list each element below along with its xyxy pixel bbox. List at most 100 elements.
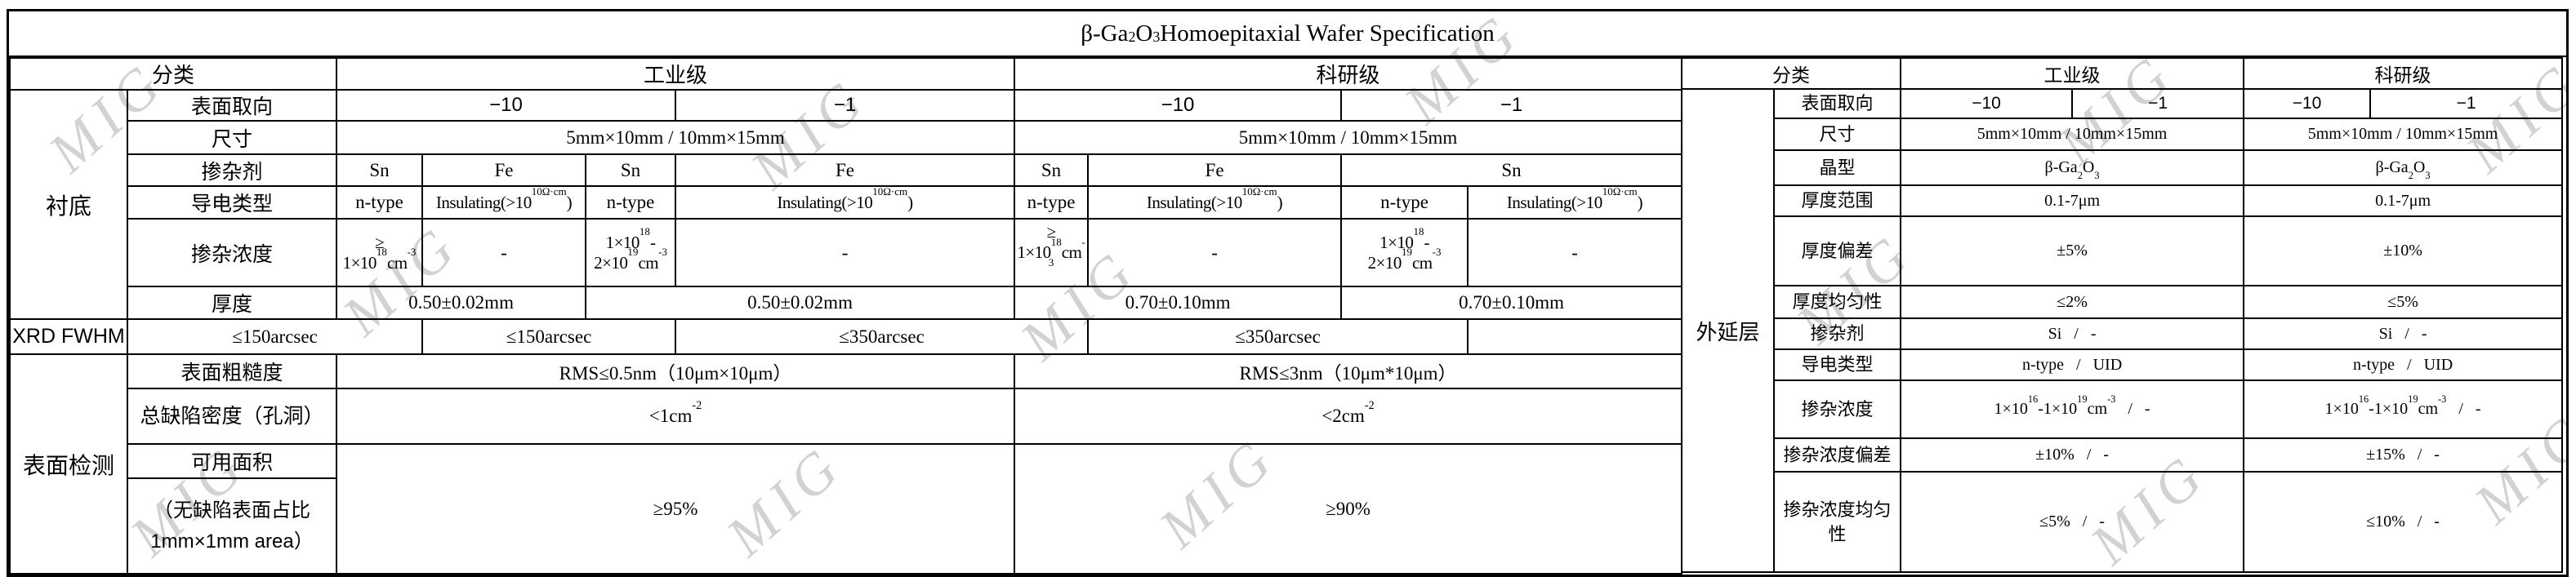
value-cell: 0.50±0.02mm bbox=[585, 286, 1016, 320]
value-cell: RMS≤3nm（10μm*10μm） bbox=[1014, 353, 1683, 389]
group-label-substrate: 衬底 bbox=[9, 89, 128, 320]
value-cell: Sn bbox=[336, 153, 424, 187]
row-label-doping-uniformity: 掺杂浓度均匀性 bbox=[1773, 471, 1902, 573]
value-cell: 0.1-7μm bbox=[2243, 184, 2564, 217]
value-cell: - bbox=[421, 218, 587, 287]
value-cell: −10 bbox=[336, 89, 677, 122]
row-label-thickness-uniformity: 厚度均匀性 bbox=[1773, 285, 1902, 319]
value-cell: β-Ga2O3 bbox=[1900, 149, 2245, 186]
value-cell: Sn bbox=[1340, 153, 1683, 187]
value-cell: Insulating(>1010Ω·cm) bbox=[675, 185, 1016, 220]
value-cell: ≤350arcsec bbox=[1087, 318, 1469, 355]
epilayer-spec-table: 分类 工业级 科研级 外延层 表面取向 −10 −1 −10 −1 尺寸 5mm… bbox=[1681, 57, 2564, 573]
row-label-size: 尺寸 bbox=[1773, 118, 1902, 151]
row-label-orientation: 表面取向 bbox=[126, 89, 338, 122]
column-header-industrial: 工业级 bbox=[336, 57, 1016, 91]
value-cell: ≤150arcsec bbox=[126, 318, 424, 355]
value-cell: Fe bbox=[1087, 153, 1343, 187]
column-header-category: 分类 bbox=[8, 57, 338, 91]
value-cell: n-type / UID bbox=[1900, 348, 2245, 381]
value-cell: 0.50±0.02mm bbox=[336, 286, 587, 320]
value-cell: ≤350arcsec bbox=[675, 318, 1090, 355]
row-label-surface-roughness: 表面粗糙度 bbox=[126, 353, 338, 389]
value-cell: Insulating(>1010Ω·cm) bbox=[1467, 185, 1683, 220]
column-header-research: 科研级 bbox=[2243, 57, 2564, 90]
value-cell: ≤5% / - bbox=[1900, 471, 2245, 573]
value-cell: ≥95% bbox=[336, 443, 1016, 575]
value-cell: 5mm×10mm / 10mm×15mm bbox=[2243, 118, 2564, 151]
row-label-dopant: 掺杂剂 bbox=[126, 153, 338, 187]
row-label-conductivity: 导电类型 bbox=[1773, 348, 1902, 381]
value-cell: - bbox=[1467, 218, 1683, 287]
page-title: β-Ga 2 O 3 Homoepitaxial Wafer Specificatio… bbox=[9, 11, 2566, 57]
value-cell: β-Ga2O3 bbox=[2243, 149, 2564, 186]
value-cell: n-type / UID bbox=[2243, 348, 2564, 381]
value-cell: n-type bbox=[585, 185, 677, 220]
value-cell: ≥1×1018cm-3 bbox=[336, 218, 424, 287]
value-cell: ≤2% bbox=[1900, 285, 2245, 319]
row-label-size: 尺寸 bbox=[126, 120, 338, 155]
spec-sheet: MIG MIG MIG MIG MIG MIG MIG MIG MIG MIG MIG MIG MIG … bbox=[7, 9, 2569, 577]
value-cell: RMS≤0.5nm（10μm×10μm） bbox=[336, 353, 1016, 389]
row-label-defect-density: 总缺陷密度（孔洞） bbox=[126, 388, 338, 445]
value-cell: Insulating(>1010Ω·cm) bbox=[421, 185, 587, 220]
group-label-surface-inspection: 表面检测 bbox=[9, 353, 128, 575]
value-cell: 0.70±0.10mm bbox=[1340, 286, 1683, 320]
value-cell: ≤10% / - bbox=[2243, 471, 2564, 573]
value-cell: −10 bbox=[1014, 89, 1343, 122]
value-cell: Insulating(>1010Ω·cm) bbox=[1087, 185, 1343, 220]
value-cell: ±10% bbox=[2243, 215, 2564, 286]
column-header-industrial: 工业级 bbox=[1900, 57, 2245, 90]
value-cell: ±15% / - bbox=[2243, 437, 2564, 473]
row-label-doping-concentration: 掺杂浓度 bbox=[126, 218, 338, 287]
value-cell: ≤5% bbox=[2243, 285, 2564, 319]
column-header-category: 分类 bbox=[1681, 57, 1902, 90]
value-cell: Fe bbox=[421, 153, 587, 187]
value-cell: −1 bbox=[675, 89, 1016, 122]
row-label-conductivity: 导电类型 bbox=[126, 185, 338, 220]
value-cell: Sn bbox=[1014, 153, 1090, 187]
value-cell: 0.1-7μm bbox=[1900, 184, 2245, 217]
value-cell: 5mm×10mm / 10mm×15mm bbox=[336, 120, 1016, 155]
value-cell: −10 bbox=[1900, 88, 2074, 119]
row-label-doping-deviation: 掺杂浓度偏差 bbox=[1773, 437, 1902, 473]
value-cell: Si / - bbox=[1900, 317, 2245, 350]
value-cell: ≤150arcsec bbox=[421, 318, 677, 355]
value-cell: 1×1018- 2×1019cm-3 bbox=[1340, 218, 1469, 287]
value-cell: Fe bbox=[675, 153, 1016, 187]
value-cell: n-type bbox=[336, 185, 424, 220]
value-cell: 5mm×10mm / 10mm×15mm bbox=[1014, 120, 1683, 155]
row-label-thickness: 厚度 bbox=[126, 286, 338, 320]
value-cell: - bbox=[1087, 218, 1343, 287]
value-cell: - bbox=[675, 218, 1016, 287]
substrate-spec-table: 分类 工业级 科研级 衬底 表面取向 −10 −1 −10 −1 尺寸 5mm×… bbox=[8, 57, 1683, 575]
value-cell: −1 bbox=[2369, 88, 2564, 119]
value-cell: 1×1018- 2×1019cm-3 bbox=[585, 218, 677, 287]
row-label-thickness-range: 厚度范围 bbox=[1773, 184, 1902, 217]
value-cell: <2cm-2 bbox=[1014, 388, 1683, 445]
row-label-orientation: 表面取向 bbox=[1773, 88, 1902, 119]
value-cell: −1 bbox=[1340, 89, 1683, 122]
value-cell: 1×1016-1×1019cm-3 / - bbox=[2243, 379, 2564, 439]
value-cell: <1cm-2 bbox=[336, 388, 1016, 445]
row-label-xrd-fwhm: XRD FWHM bbox=[9, 318, 128, 355]
value-cell: Si / - bbox=[2243, 317, 2564, 350]
value-cell: 0.70±0.10mm bbox=[1014, 286, 1343, 320]
value-cell: ±10% / - bbox=[1900, 437, 2245, 473]
value-cell: −1 bbox=[2071, 88, 2245, 119]
row-label-crystal-phase: 晶型 bbox=[1773, 149, 1902, 186]
column-header-research: 科研级 bbox=[1014, 57, 1683, 91]
row-label-usable-area: 可用面积 bbox=[126, 443, 338, 479]
row-label-usable-area-note: （无缺陷表面占比 1mm×1mm area） bbox=[126, 477, 338, 575]
value-cell: ≥90% bbox=[1014, 443, 1683, 575]
value-cell: n-type bbox=[1340, 185, 1469, 220]
row-label-doping-concentration: 掺杂浓度 bbox=[1773, 379, 1902, 439]
value-cell: n-type bbox=[1014, 185, 1090, 220]
value-cell: ≥1×1018cm-3 bbox=[1014, 218, 1090, 287]
value-cell: 5mm×10mm / 10mm×15mm bbox=[1900, 118, 2245, 151]
value-cell: −10 bbox=[2243, 88, 2372, 119]
group-label-epilayer: 外延层 bbox=[1681, 88, 1776, 573]
value-cell: Sn bbox=[585, 153, 677, 187]
row-label-thickness-deviation: 厚度偏差 bbox=[1773, 215, 1902, 286]
row-label-dopant: 掺杂剂 bbox=[1773, 317, 1902, 350]
